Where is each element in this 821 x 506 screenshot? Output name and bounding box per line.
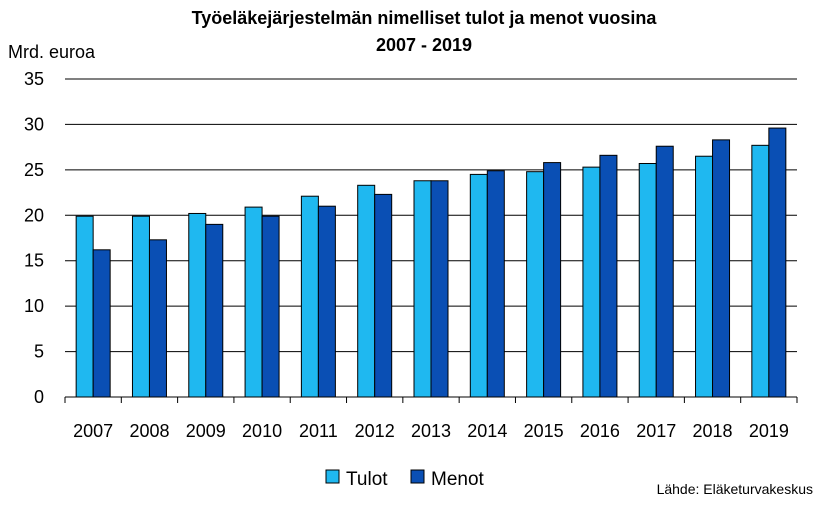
bar-menot-2012 — [374, 193, 393, 398]
bar-menot-2014 — [486, 170, 505, 398]
bar-tulot-2010 — [244, 206, 263, 398]
bar-menot-2007 — [92, 249, 111, 398]
x-tick-label: 2010 — [242, 421, 282, 441]
x-tick-label: 2014 — [467, 421, 507, 441]
bar-tulot-2019 — [751, 144, 770, 398]
y-tick-label: 20 — [24, 205, 44, 225]
source-note: Lähde: Eläketurvakeskus — [657, 481, 813, 497]
x-tick-label: 2018 — [693, 421, 733, 441]
bar-menot-2015 — [543, 162, 562, 398]
bar-tulot-2014 — [469, 173, 488, 398]
y-tick-labels: 0 5 10 15 20 25 30 35 — [24, 69, 44, 407]
x-tick-label: 2019 — [749, 421, 789, 441]
bar-menot-2016 — [599, 154, 618, 398]
x-tick-label: 2013 — [411, 421, 451, 441]
chart-title-line2: 2007 - 2019 — [376, 35, 472, 55]
bar-tulot-2013 — [413, 180, 432, 398]
bar-menot-2011 — [317, 205, 336, 398]
x-tick-label: 2015 — [524, 421, 564, 441]
bar-menot-2008 — [148, 239, 167, 398]
bar-menot-2009 — [205, 223, 224, 398]
bar-menot-2019 — [768, 127, 787, 398]
x-axis: 2007 2008 2009 2010 2011 2012 2013 2014 2015 2016… — [64, 396, 798, 441]
bar-tulot-2007 — [75, 215, 94, 398]
bar-menot-2017 — [655, 145, 674, 398]
x-tick-label: 2007 — [73, 421, 113, 441]
bar-tulot-2012 — [357, 184, 376, 398]
y-tick-label: 0 — [34, 387, 44, 407]
y-tick-label: 30 — [24, 114, 44, 134]
y-tick-label: 10 — [24, 296, 44, 316]
bar-menot-2013 — [430, 180, 449, 398]
legend-label-tulot: Tulot — [346, 469, 388, 490]
legend: Tulot Menot — [325, 469, 485, 490]
legend-swatch-tulot — [325, 469, 340, 484]
bar-tulot-2018 — [695, 155, 714, 398]
bar-tulot-2011 — [300, 195, 319, 398]
bar-tulot-2009 — [188, 212, 207, 398]
y-tick-label: 5 — [34, 342, 44, 362]
x-tick-label: 2016 — [580, 421, 620, 441]
x-tick-label: 2011 — [299, 421, 338, 441]
chart-title-line1: Työeläkejärjestelmän nimelliset tulot ja… — [192, 8, 658, 28]
legend-swatch-menot — [410, 469, 425, 484]
bar-menot-2010 — [261, 215, 280, 398]
x-tick-label: 2012 — [355, 421, 395, 441]
bars — [75, 127, 787, 398]
legend-label-menot: Menot — [431, 469, 485, 490]
y-tick-label: 35 — [24, 69, 44, 89]
y-tick-label: 15 — [24, 251, 44, 271]
x-tick-label: 2017 — [636, 421, 676, 441]
y-tick-label: 25 — [24, 160, 44, 180]
bar-tulot-2008 — [131, 215, 150, 398]
bar-tulot-2017 — [638, 162, 657, 398]
x-tick-label: 2009 — [186, 421, 226, 441]
x-tick-label: 2008 — [129, 421, 169, 441]
y-axis-label: Mrd. euroa — [8, 42, 96, 62]
bar-tulot-2015 — [526, 171, 545, 398]
bar-menot-2018 — [712, 139, 731, 398]
bar-tulot-2016 — [582, 166, 601, 398]
